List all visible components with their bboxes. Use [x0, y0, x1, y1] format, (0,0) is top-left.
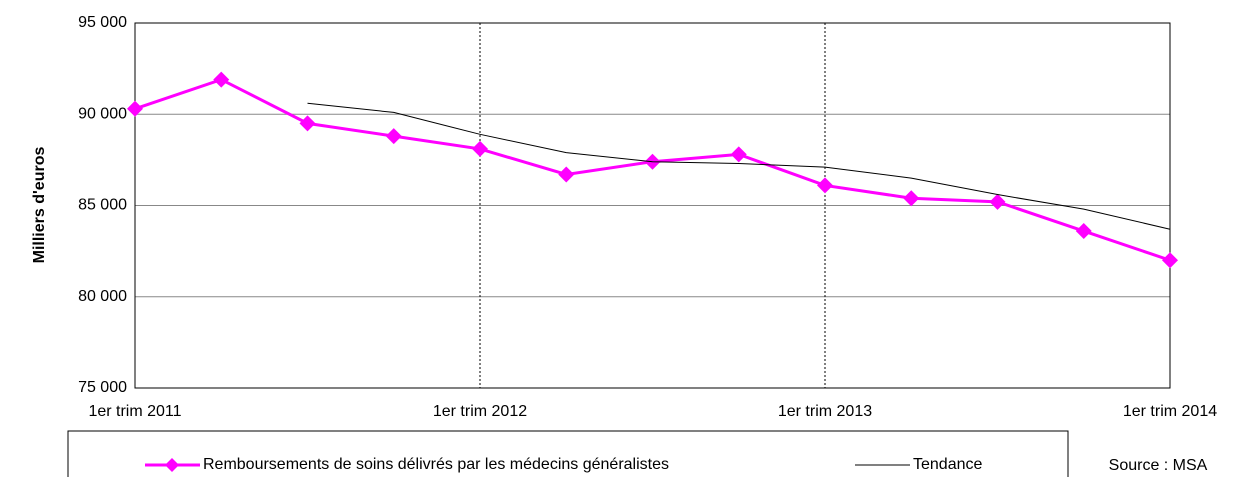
series-line: [134, 77, 1171, 262]
y-tick-label: 95 000: [78, 14, 127, 31]
plot-border: [134, 22, 1171, 389]
y-tick-label: 90 000: [78, 105, 127, 122]
legend-marker: [165, 458, 179, 472]
x-tick-label: 1er trim 2012: [433, 403, 527, 420]
marker: [817, 177, 833, 194]
y-tick-label: 75 000: [78, 379, 127, 396]
series-line: [307, 102, 1171, 230]
x-tick-label: 1er trim 2014: [1123, 403, 1217, 420]
legend-box: [67, 430, 1069, 477]
marker: [472, 140, 488, 157]
marker: [730, 146, 747, 163]
marker: [558, 166, 575, 183]
marker: [1162, 252, 1178, 269]
y-tick-label: 80 000: [78, 288, 127, 305]
marker: [213, 71, 230, 88]
marker: [989, 193, 1006, 210]
x-tick-label: 1er trim 2013: [778, 403, 872, 420]
source: Source : MSA: [1109, 457, 1208, 474]
marker: [1075, 223, 1092, 240]
marker: [903, 190, 920, 207]
y-axis-label: Milliers d'euros: [31, 147, 48, 264]
y-tick-label: 85 000: [78, 197, 127, 214]
marker: [385, 128, 402, 145]
legend-label: Remboursements de soins délivrés par les…: [203, 456, 669, 473]
x-tick-label: 1er trim 2011: [88, 403, 181, 420]
marker: [299, 115, 316, 132]
legend-label: Tendance: [913, 456, 982, 473]
marker: [127, 100, 143, 117]
